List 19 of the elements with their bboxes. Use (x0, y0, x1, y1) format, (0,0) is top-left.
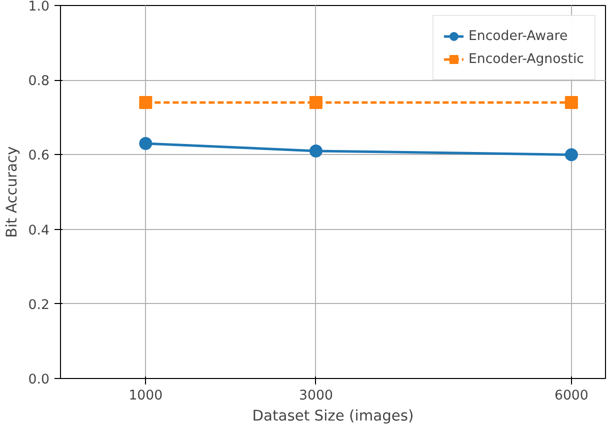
point (139, 137, 152, 150)
point (564, 148, 578, 162)
x-axis-title: Dataset Size (images) (252, 408, 414, 424)
y-tick-label: 0.0 (28, 372, 50, 388)
y-tick-label: 0.6 (28, 148, 50, 164)
x-tick-label: 3000 (299, 388, 333, 404)
point (564, 96, 578, 109)
legend-label: Encoder-Aware (468, 28, 568, 44)
legend-label: Encoder-Agnostic (468, 52, 584, 66)
x-tick-label: 1000 (128, 388, 163, 404)
y-tick-label: 0.4 (28, 223, 50, 238)
point (309, 144, 322, 158)
point (139, 96, 152, 109)
y-tick-label: 0.2 (28, 298, 50, 313)
x-tick-label: 6000 (554, 388, 588, 404)
y-tick-label: 1.0 (28, 0, 50, 14)
point (309, 96, 322, 109)
y-axis-title: Bit Accuracy (3, 146, 20, 238)
y-tick-label: 0.8 (28, 74, 50, 90)
